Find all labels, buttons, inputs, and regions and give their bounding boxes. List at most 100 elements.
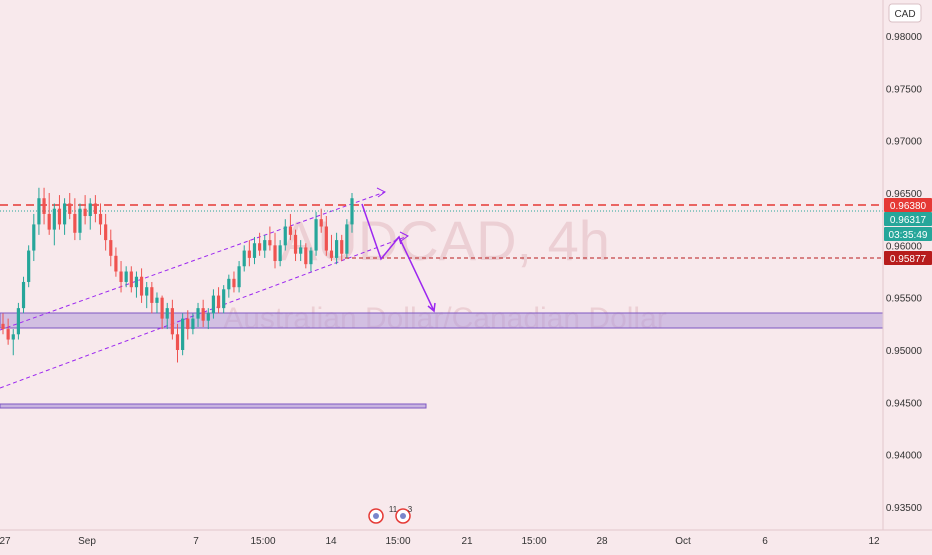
- price-tick-label: 0.93500: [886, 503, 923, 514]
- candle-body: [21, 281, 26, 309]
- candle-body: [6, 329, 10, 340]
- candle-body: [273, 245, 277, 262]
- candle-body: [88, 203, 92, 217]
- candle-body: [186, 318, 190, 330]
- candle-body: [227, 278, 231, 290]
- time-tick-label: 6: [762, 536, 768, 547]
- channel-upper-arrowhead: [376, 187, 386, 198]
- demand-zone[interactable]: [0, 312, 884, 329]
- time-tick-label: 15:00: [521, 536, 546, 547]
- candle-body: [16, 308, 20, 335]
- candle-body: [247, 250, 251, 258]
- price-tick-label: 0.96000: [886, 241, 923, 252]
- candle-body: [242, 250, 246, 267]
- candle-body: [119, 271, 123, 282]
- candle-body: [104, 224, 108, 241]
- candle-body: [83, 208, 87, 217]
- currency-badge[interactable]: [888, 3, 922, 23]
- candle-body: [299, 247, 303, 254]
- support-tag-value: 0.95877: [890, 254, 927, 265]
- projection-arrowhead-down: [427, 302, 436, 313]
- time-tick-label: 15:00: [250, 536, 275, 547]
- candle-body: [268, 240, 272, 246]
- price-tick-label: 0.95500: [886, 294, 923, 305]
- time-ticks: 27 Sep 7 15:00 14 15:00 21 15:00 28 Oct 6 12: [0, 536, 880, 547]
- candle-body: [139, 276, 144, 296]
- candle-body: [109, 240, 113, 256]
- candle-body: [222, 289, 226, 309]
- time-tick-label: 15:00: [385, 536, 410, 547]
- countdown-tag-value: 03:35:49: [889, 230, 928, 241]
- candle-body: [237, 266, 241, 288]
- projection-arrowhead-up: [393, 235, 402, 245]
- candle-body: [314, 219, 318, 251]
- candle-body: [335, 240, 339, 258]
- candle-body: [340, 240, 344, 254]
- price-ticks: 0.98000 0.97500 0.97000 0.96500 0.96000 0.955…: [886, 32, 923, 514]
- candle-body: [124, 271, 128, 282]
- candle-body: [175, 334, 180, 350]
- candle-body: [329, 250, 334, 258]
- channel-upper-line[interactable]: [0, 191, 386, 331]
- candle-body: [73, 213, 77, 233]
- time-tick-label: 14: [325, 536, 337, 547]
- time-tick-label: 12: [868, 536, 880, 547]
- candle-body: [57, 208, 62, 225]
- watermark-ticker: AUDCAD, 4h: [280, 209, 610, 272]
- candle-body: [319, 219, 323, 227]
- price-tick-label: 0.97500: [886, 84, 923, 95]
- time-axis[interactable]: [0, 530, 932, 550]
- price-axis[interactable]: [882, 0, 932, 550]
- support-tag: [884, 251, 932, 265]
- candles-group: [1, 187, 354, 363]
- candle-body: [170, 308, 174, 335]
- candle-body: [78, 208, 82, 233]
- candle-body: [114, 255, 118, 272]
- candle-body: [309, 250, 313, 265]
- candle-body: [11, 334, 15, 340]
- lower-zone[interactable]: [0, 403, 427, 409]
- candle-body: [350, 198, 354, 225]
- candle-body: [258, 243, 262, 251]
- time-tick-label: Oct: [675, 536, 691, 547]
- candle-body: [47, 213, 51, 230]
- candle-body: [42, 198, 46, 214]
- candle-body: [263, 240, 267, 251]
- price-tick-label: 0.94500: [886, 398, 923, 409]
- candle-body: [216, 295, 221, 309]
- candle-body: [181, 318, 185, 350]
- countdown-tag: [884, 227, 932, 241]
- globe-icon-2: [400, 513, 406, 519]
- candle-body: [196, 308, 200, 319]
- candle-body: [52, 208, 56, 230]
- candle-body: [206, 313, 210, 321]
- resistance-tag: [884, 198, 932, 212]
- projection-path[interactable]: [361, 203, 435, 312]
- candle-body: [288, 226, 293, 235]
- candle-body: [252, 243, 257, 258]
- event-count-1: 11: [389, 505, 398, 514]
- price-tick-label: 0.96500: [886, 189, 923, 200]
- candle-body: [32, 224, 36, 251]
- candle-body: [283, 226, 287, 246]
- candle-body: [278, 245, 282, 262]
- candle-body: [211, 295, 216, 314]
- price-tick-label: 0.94000: [886, 451, 923, 462]
- time-tick-label: 27: [0, 536, 11, 547]
- candle-body: [68, 203, 72, 214]
- globe-icon: [373, 513, 379, 519]
- time-tick-label: 7: [193, 536, 199, 547]
- candle-body: [324, 226, 328, 251]
- last-price-tag-value: 0.96317: [890, 215, 927, 226]
- candle-body: [155, 297, 159, 303]
- candle-body: [93, 203, 97, 214]
- price-tick-label: 0.98000: [886, 32, 923, 43]
- event-markers[interactable]: 11 3: [368, 505, 413, 524]
- candle-body: [37, 198, 41, 225]
- candle-body: [1, 323, 5, 330]
- price-tick-label: 0.95000: [886, 346, 923, 357]
- candle-body: [129, 271, 133, 288]
